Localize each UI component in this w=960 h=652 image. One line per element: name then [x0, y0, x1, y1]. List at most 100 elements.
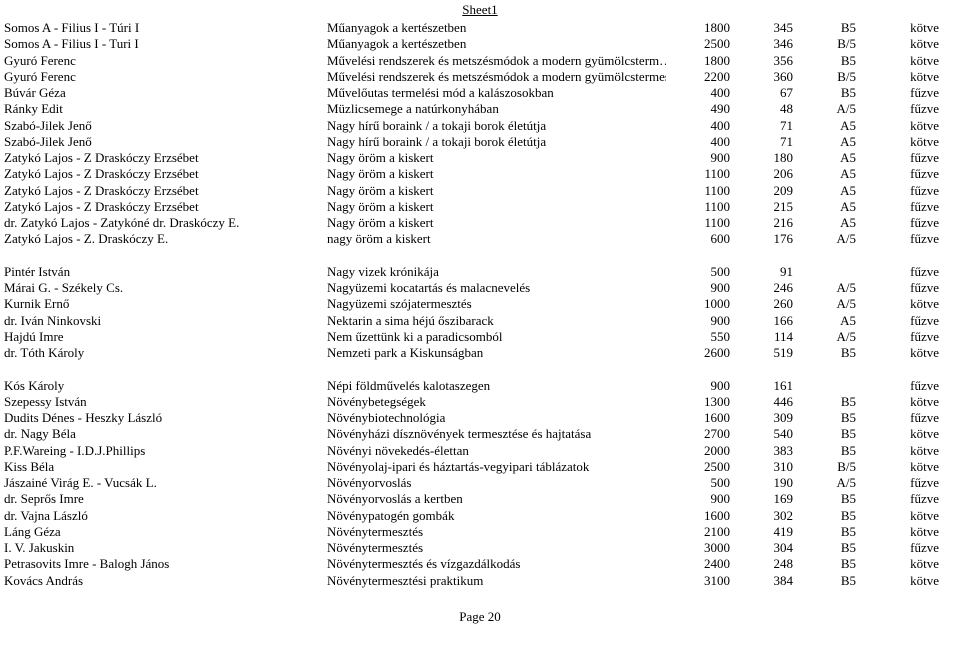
cell-c2: 216 — [734, 215, 797, 231]
cell-c3: B5 — [797, 410, 860, 426]
cell-c2: 419 — [734, 524, 797, 540]
cell-title: Műanyagok a kertészetben — [323, 20, 666, 36]
cell-c2: 360 — [734, 69, 797, 85]
cell-title: Nagyüzemi szójatermesztés — [323, 296, 666, 312]
cell-title: Növényorvoslás — [323, 475, 666, 491]
cell-c4: kötve — [860, 134, 943, 150]
cell-c3: A5 — [797, 313, 860, 329]
cell-title: Műanyagok a kertészetben — [323, 36, 666, 52]
cell-c5: 1990 — [943, 410, 960, 426]
cell-c4: kötve — [860, 573, 943, 589]
cell-c1: 400 — [666, 85, 734, 101]
cell-c2: 209 — [734, 183, 797, 199]
cell-c4: kötve — [860, 443, 943, 459]
cell-title: Nagy öröm a kiskert — [323, 150, 666, 166]
cell-c1: 2200 — [666, 69, 734, 85]
cell-title: Nagy öröm a kiskert — [323, 215, 666, 231]
cell-author: Gyuró Ferenc — [0, 53, 323, 69]
cell-c3: B5 — [797, 443, 860, 459]
cell-c4: fűzve — [860, 475, 943, 491]
cell-title: Nemzeti park a Kiskunságban — [323, 345, 666, 361]
cell-author: P.F.Wareing - I.D.J.Phillips — [0, 443, 323, 459]
cell-c1: 1000 — [666, 296, 734, 312]
cell-c5: 1984 — [943, 329, 960, 345]
cell-author: dr. Tóth Károly — [0, 345, 323, 361]
cell-c5: 1986 — [943, 101, 960, 117]
cell-c4: kötve — [860, 508, 943, 524]
cell-c3: B5 — [797, 573, 860, 589]
table-row: Pintér IstvánNagy vizek krónikája50091fű… — [0, 264, 960, 280]
cell-c5: 1987 — [943, 508, 960, 524]
table-row: Kós KárolyNépi földművelés kalotaszegen9… — [0, 378, 960, 394]
cell-c1: 1600 — [666, 508, 734, 524]
cell-title: Művelési rendszerek és metszésmódok a mo… — [323, 69, 666, 85]
table-row — [0, 248, 960, 264]
cell-author: Zatykó Lajos - Z Draskóczy Erzsébet — [0, 166, 323, 182]
cell-title: Növénytermesztés és vízgazdálkodás — [323, 556, 666, 572]
cell-c5: 1985 — [943, 183, 960, 199]
table-row: Ránky EditMüzlicsemege a natúrkonyhában4… — [0, 101, 960, 117]
cell-title: Nagy öröm a kiskert — [323, 183, 666, 199]
cell-c3: B5 — [797, 491, 860, 507]
cell-c1: 900 — [666, 150, 734, 166]
cell-title: Növénybetegségek — [323, 394, 666, 410]
cell-c3: A5 — [797, 166, 860, 182]
cell-author: Somos A - Filius I - Túri I — [0, 20, 323, 36]
cell-author: Zatykó Lajos - Z Draskóczy Erzsébet — [0, 183, 323, 199]
cell-author: dr. Seprős Imre — [0, 491, 323, 507]
cell-c1: 600 — [666, 231, 734, 247]
blank-cell — [0, 361, 960, 377]
cell-c5: 1986 — [943, 426, 960, 442]
cell-c4: kötve — [860, 20, 943, 36]
cell-c5: 1977 — [943, 118, 960, 134]
table-row: dr. Nagy BélaNövényházi dísznövények ter… — [0, 426, 960, 442]
table-row: I. V. JakuskinNövénytermesztés3000304B5f… — [0, 540, 960, 556]
cell-c3: A5 — [797, 134, 860, 150]
cell-c1: 550 — [666, 329, 734, 345]
cell-author: Zatykó Lajos - Z Draskóczy Erzsébet — [0, 199, 323, 215]
cell-c5: 1993 — [943, 199, 960, 215]
cell-title: Nem űzettünk ki a paradicsomból — [323, 329, 666, 345]
cell-title: Növénytermesztés — [323, 540, 666, 556]
cell-c4: fűzve — [860, 329, 943, 345]
sheet-title: Sheet1 — [0, 0, 960, 20]
cell-c4: fűzve — [860, 264, 943, 280]
table-row: Szabó-Jilek JenőNagy hírű boraink / a to… — [0, 118, 960, 134]
table-row: Jászainé Virág E. - Vucsák L.Növényorvos… — [0, 475, 960, 491]
cell-c5: 1989 — [943, 313, 960, 329]
cell-author: Szepessy István — [0, 394, 323, 410]
cell-author: Szabó-Jilek Jenő — [0, 134, 323, 150]
cell-title: Nagy öröm a kiskert — [323, 166, 666, 182]
cell-c2: 248 — [734, 556, 797, 572]
data-table: Somos A - Filius I - Túri IMűanyagok a k… — [0, 20, 960, 589]
table-row: Somos A - Filius I - Turi IMűanyagok a k… — [0, 36, 960, 52]
cell-c1: 900 — [666, 378, 734, 394]
cell-c2: 309 — [734, 410, 797, 426]
cell-c5: 1984 — [943, 573, 960, 589]
cell-c3: B5 — [797, 540, 860, 556]
cell-c2: 540 — [734, 426, 797, 442]
cell-c3: B5 — [797, 426, 860, 442]
page: Sheet1 Somos A - Filius I - Túri IMűanya… — [0, 0, 960, 631]
cell-c5: 1980 — [943, 53, 960, 69]
cell-author: Hajdú Imre — [0, 329, 323, 345]
cell-author: Búvár Géza — [0, 85, 323, 101]
cell-c2: 356 — [734, 53, 797, 69]
cell-c2: 91 — [734, 264, 797, 280]
cell-c4: fűzve — [860, 491, 943, 507]
cell-c1: 2100 — [666, 524, 734, 540]
cell-c1: 500 — [666, 475, 734, 491]
cell-c2: 161 — [734, 378, 797, 394]
cell-author: Somos A - Filius I - Turi I — [0, 36, 323, 52]
table-row: dr. Seprős ImreNövényorvoslás a kertben9… — [0, 491, 960, 507]
table-row: dr. Tóth KárolyNemzeti park a Kiskunságb… — [0, 345, 960, 361]
page-footer: Page 20 — [0, 589, 960, 631]
table-row: Búvár GézaMűvelőutas termelési mód a kal… — [0, 85, 960, 101]
cell-c5: 1986 — [943, 280, 960, 296]
cell-c3: A/5 — [797, 231, 860, 247]
cell-author: Dudits Dénes - Heszky László — [0, 410, 323, 426]
cell-c4: fűzve — [860, 313, 943, 329]
cell-c5: 1970 — [943, 264, 960, 280]
cell-author: Láng Géza — [0, 524, 323, 540]
table-row: Kurnik ErnőNagyüzemi szójatermesztés1000… — [0, 296, 960, 312]
